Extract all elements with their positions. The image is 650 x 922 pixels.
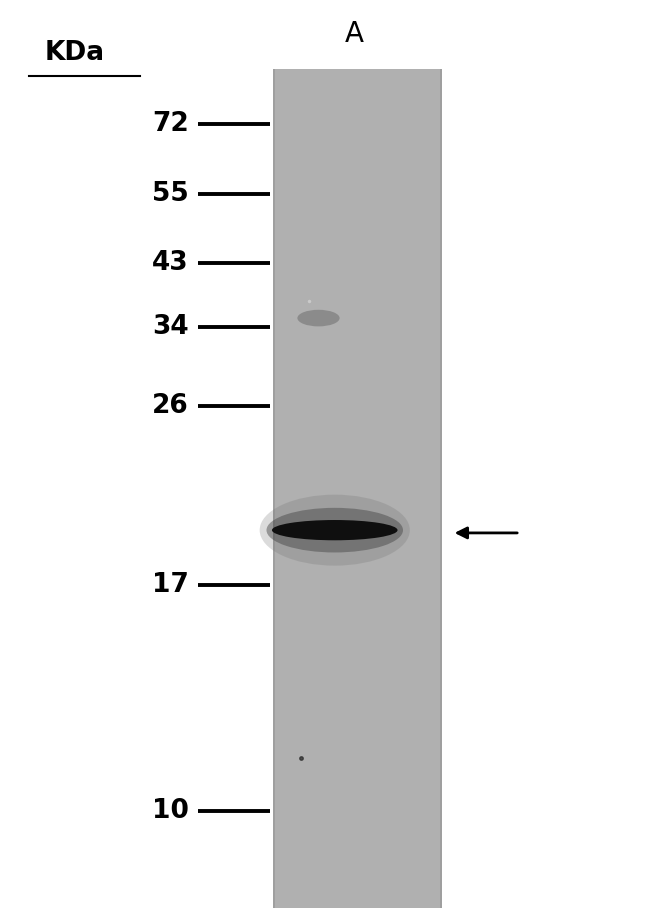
Text: 72: 72 xyxy=(151,112,188,137)
Text: A: A xyxy=(344,20,364,48)
Ellipse shape xyxy=(259,494,410,565)
Ellipse shape xyxy=(266,508,403,552)
Text: 43: 43 xyxy=(152,250,188,276)
Text: 17: 17 xyxy=(151,573,188,598)
Text: 26: 26 xyxy=(151,393,188,419)
Ellipse shape xyxy=(272,520,398,540)
Ellipse shape xyxy=(298,310,339,326)
Bar xyxy=(440,69,442,908)
Text: 34: 34 xyxy=(152,314,188,340)
Bar xyxy=(273,69,275,908)
Text: 10: 10 xyxy=(151,798,188,824)
Text: KDa: KDa xyxy=(45,41,105,66)
Text: 55: 55 xyxy=(151,181,188,207)
Bar xyxy=(273,69,442,908)
